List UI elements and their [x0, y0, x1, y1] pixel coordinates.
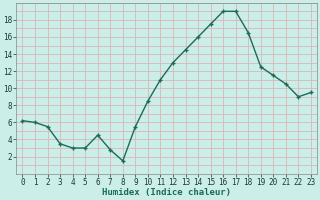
- X-axis label: Humidex (Indice chaleur): Humidex (Indice chaleur): [102, 188, 231, 197]
